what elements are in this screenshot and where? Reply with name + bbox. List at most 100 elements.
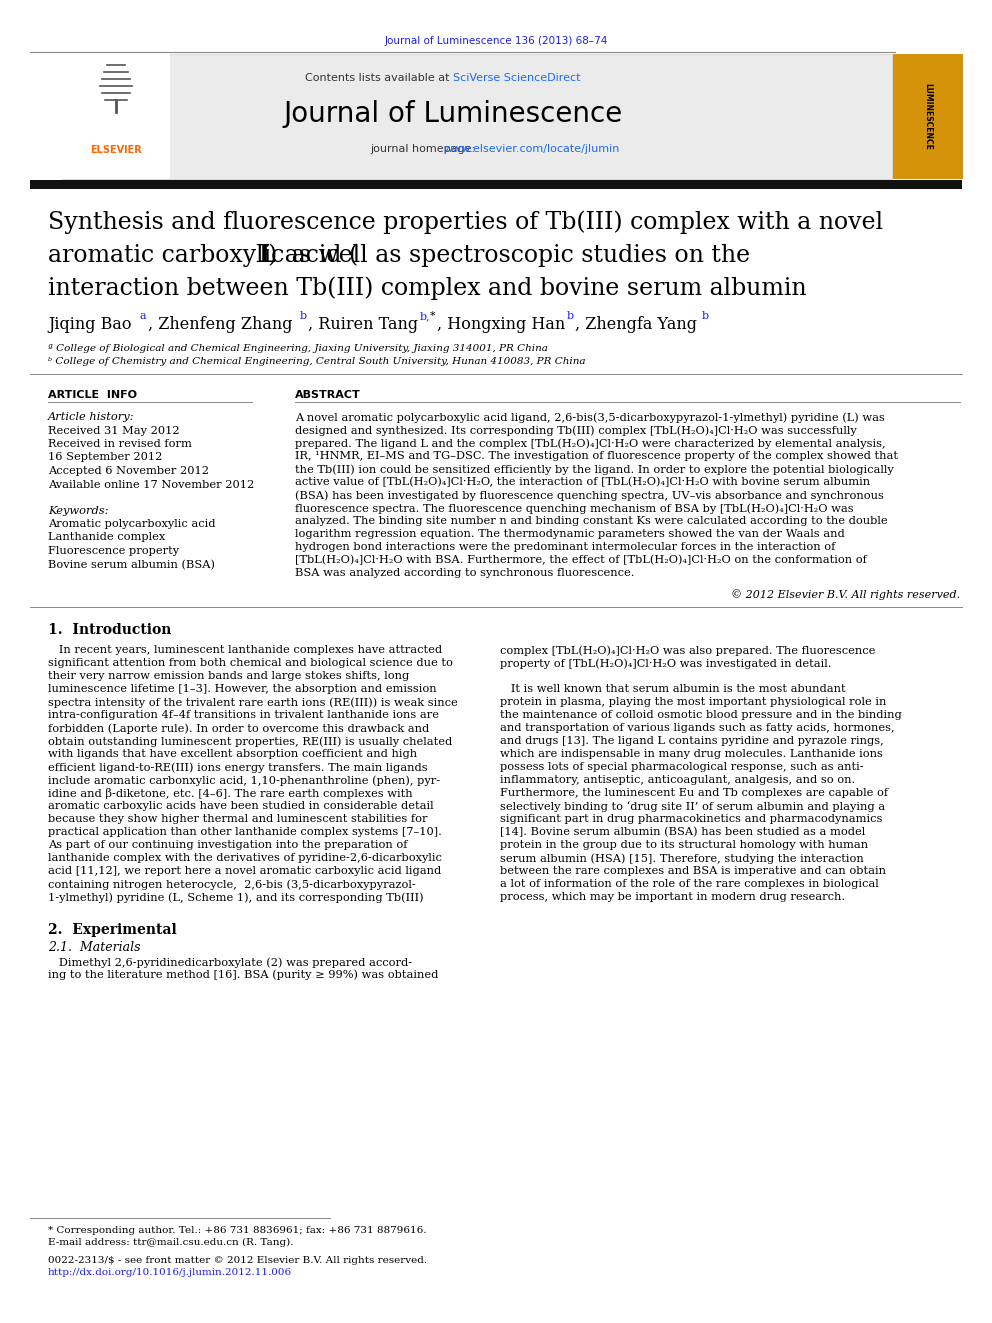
Text: logarithm regression equation. The thermodynamic parameters showed the van der W: logarithm regression equation. The therm…: [295, 529, 845, 538]
Text: Synthesis and fluorescence properties of Tb(III) complex with a novel: Synthesis and fluorescence properties of…: [48, 210, 883, 234]
Text: practical application than other lanthanide complex systems [7–10].: practical application than other lanthan…: [48, 827, 441, 837]
FancyBboxPatch shape: [62, 54, 892, 179]
FancyBboxPatch shape: [62, 54, 170, 179]
Text: active value of [TbL(H₂O)₄]Cl·H₂O, the interaction of [TbL(H₂O)₄]Cl·H₂O with bov: active value of [TbL(H₂O)₄]Cl·H₂O, the i…: [295, 478, 870, 487]
Text: lanthanide complex with the derivatives of pyridine-2,6-dicarboxylic: lanthanide complex with the derivatives …: [48, 853, 441, 863]
Text: In recent years, luminescent lanthanide complexes have attracted: In recent years, luminescent lanthanide …: [48, 646, 442, 655]
Text: journal homepage:: journal homepage:: [370, 144, 478, 153]
Text: © 2012 Elsevier B.V. All rights reserved.: © 2012 Elsevier B.V. All rights reserved…: [731, 589, 960, 599]
Text: , Hongxing Han: , Hongxing Han: [437, 316, 565, 333]
Text: b: b: [702, 311, 709, 321]
Text: , Zhenfeng Zhang: , Zhenfeng Zhang: [148, 316, 293, 333]
Text: inflammatory, antiseptic, anticoagulant, analgesis, and so on.: inflammatory, antiseptic, anticoagulant,…: [500, 775, 855, 785]
Text: hydrogen bond interactions were the predominant intermolecular forces in the int: hydrogen bond interactions were the pred…: [295, 542, 835, 552]
Text: , Ruiren Tang: , Ruiren Tang: [308, 316, 418, 333]
Text: Bovine serum albumin (BSA): Bovine serum albumin (BSA): [48, 560, 215, 570]
Text: [TbL(H₂O)₄]Cl·H₂O with BSA. Furthermore, the effect of [TbL(H₂O)₄]Cl·H₂O on the : [TbL(H₂O)₄]Cl·H₂O with BSA. Furthermore,…: [295, 556, 867, 565]
Text: SciVerse ScienceDirect: SciVerse ScienceDirect: [453, 73, 580, 83]
Text: Keywords:: Keywords:: [48, 505, 108, 516]
Text: intra-configuration 4f–4f transitions in trivalent lanthanide ions are: intra-configuration 4f–4f transitions in…: [48, 710, 439, 720]
Text: ELSEVIER: ELSEVIER: [90, 146, 142, 155]
Text: As part of our continuing investigation into the preparation of: As part of our continuing investigation …: [48, 840, 408, 849]
Text: Accepted 6 November 2012: Accepted 6 November 2012: [48, 466, 209, 476]
Text: Received 31 May 2012: Received 31 May 2012: [48, 426, 180, 435]
Text: their very narrow emission bands and large stokes shifts, long: their very narrow emission bands and lar…: [48, 671, 410, 681]
Text: process, which may be important in modern drug research.: process, which may be important in moder…: [500, 892, 845, 902]
Text: Jiqing Bao: Jiqing Bao: [48, 316, 132, 333]
Text: a: a: [140, 311, 147, 321]
Text: selectively binding to ‘drug site II’ of serum albumin and playing a: selectively binding to ‘drug site II’ of…: [500, 800, 885, 812]
Text: It is well known that serum albumin is the most abundant: It is well known that serum albumin is t…: [500, 684, 845, 695]
Text: Article history:: Article history:: [48, 411, 135, 422]
Text: forbidden (Laporte rule). In order to overcome this drawback and: forbidden (Laporte rule). In order to ov…: [48, 722, 430, 733]
Text: idine and β-diketone, etc. [4–6]. The rare earth complexes with: idine and β-diketone, etc. [4–6]. The ra…: [48, 789, 413, 799]
Text: ) as well as spectroscopic studies on the: ) as well as spectroscopic studies on th…: [268, 243, 750, 266]
Text: analyzed. The binding site number n and binding constant Ks were calculated acco: analyzed. The binding site number n and …: [295, 516, 888, 527]
Text: Journal of Luminescence 136 (2013) 68–74: Journal of Luminescence 136 (2013) 68–74: [384, 36, 608, 46]
Text: ª College of Biological and Chemical Engineering, Jiaxing University, Jiaxing 31: ª College of Biological and Chemical Eng…: [48, 344, 548, 353]
Text: b,: b,: [420, 311, 431, 321]
Text: serum albumin (HSA) [15]. Therefore, studying the interaction: serum albumin (HSA) [15]. Therefore, stu…: [500, 853, 864, 864]
Text: with ligands that have excellent absorption coefficient and high: with ligands that have excellent absorpt…: [48, 749, 417, 759]
FancyBboxPatch shape: [893, 54, 963, 179]
Text: include aromatic carbonxylic acid, 1,10-phenanthroline (phen), pyr-: include aromatic carbonxylic acid, 1,10-…: [48, 775, 440, 786]
Text: luminescence lifetime [1–3]. However, the absorption and emission: luminescence lifetime [1–3]. However, th…: [48, 684, 436, 695]
Text: [14]. Bovine serum albumin (BSA) has been studied as a model: [14]. Bovine serum albumin (BSA) has bee…: [500, 827, 865, 837]
Text: Dimethyl 2,6-pyridinedicarboxylate (2) was prepared accord-
ing to the literatur: Dimethyl 2,6-pyridinedicarboxylate (2) w…: [48, 957, 438, 980]
Text: 0022-2313/$ - see front matter © 2012 Elsevier B.V. All rights reserved.: 0022-2313/$ - see front matter © 2012 El…: [48, 1256, 428, 1265]
Text: designed and synthesized. Its corresponding Tb(III) complex [TbL(H₂O)₄]Cl·H₂O wa: designed and synthesized. Its correspond…: [295, 425, 857, 435]
Text: Contents lists available at: Contents lists available at: [305, 73, 453, 83]
Text: protein in plasma, playing the most important physiological role in: protein in plasma, playing the most impo…: [500, 697, 887, 706]
Text: the maintenance of colloid osmotic blood pressure and in the binding: the maintenance of colloid osmotic blood…: [500, 710, 902, 720]
Text: L: L: [259, 243, 275, 267]
Text: significant part in drug pharmacokinetics and pharmacodynamics: significant part in drug pharmacokinetic…: [500, 814, 882, 824]
Text: between the rare complexes and BSA is imperative and can obtain: between the rare complexes and BSA is im…: [500, 867, 886, 876]
Text: aromatic carboxylic acids have been studied in considerable detail: aromatic carboxylic acids have been stud…: [48, 800, 434, 811]
Text: Aromatic polycarboxylic acid: Aromatic polycarboxylic acid: [48, 519, 215, 529]
Text: because they show higher thermal and luminescent stabilities for: because they show higher thermal and lum…: [48, 814, 428, 824]
Text: b: b: [567, 311, 574, 321]
Text: 2.1.  Materials: 2.1. Materials: [48, 941, 141, 954]
Text: LUMINESCENCE: LUMINESCENCE: [924, 82, 932, 149]
Text: obtain outstanding luminescent properties, RE(III) is usually chelated: obtain outstanding luminescent propertie…: [48, 736, 452, 746]
Text: 1-ylmethyl) pyridine (L, Scheme 1), and its corresponding Tb(III): 1-ylmethyl) pyridine (L, Scheme 1), and …: [48, 892, 424, 902]
Text: and transportation of various ligands such as fatty acids, hormones,: and transportation of various ligands su…: [500, 722, 895, 733]
Text: www.elsevier.com/locate/jlumin: www.elsevier.com/locate/jlumin: [444, 144, 620, 153]
Text: IR, ¹HNMR, EI–MS and TG–DSC. The investigation of fluorescence property of the c: IR, ¹HNMR, EI–MS and TG–DSC. The investi…: [295, 451, 898, 460]
Text: containing nitrogen heterocycle,  2,6-bis (3,5-dicarboxypyrazol-: containing nitrogen heterocycle, 2,6-bis…: [48, 878, 416, 889]
Text: fluorescence spectra. The fluorescence quenching mechanism of BSA by [TbL(H₂O)₄]: fluorescence spectra. The fluorescence q…: [295, 503, 854, 513]
Text: protein in the group due to its structural homology with human: protein in the group due to its structur…: [500, 840, 868, 849]
Text: Fluorescence property: Fluorescence property: [48, 546, 180, 556]
Text: interaction between Tb(III) complex and bovine serum albumin: interaction between Tb(III) complex and …: [48, 277, 806, 299]
FancyBboxPatch shape: [30, 180, 962, 189]
Text: spectra intensity of the trivalent rare earth ions (RE(III)) is weak since: spectra intensity of the trivalent rare …: [48, 697, 457, 708]
Text: (BSA) has been investigated by fluorescence quenching spectra, UV–vis absorbance: (BSA) has been investigated by fluoresce…: [295, 490, 884, 500]
Text: Available online 17 November 2012: Available online 17 November 2012: [48, 479, 254, 490]
Text: aromatic carboxylic acid (: aromatic carboxylic acid (: [48, 243, 358, 266]
Text: the Tb(III) ion could be sensitized efficiently by the ligand. In order to explo: the Tb(III) ion could be sensitized effi…: [295, 464, 894, 475]
Text: 1.  Introduction: 1. Introduction: [48, 623, 172, 636]
Text: significant attention from both chemical and biological science due to: significant attention from both chemical…: [48, 658, 453, 668]
Text: ABSTRACT: ABSTRACT: [295, 390, 361, 400]
Text: and drugs [13]. The ligand L contains pyridine and pyrazole rings,: and drugs [13]. The ligand L contains py…: [500, 736, 884, 746]
Text: BSA was analyzed according to synchronous fluorescence.: BSA was analyzed according to synchronou…: [295, 568, 635, 578]
Text: possess lots of special pharmacological response, such as anti-: possess lots of special pharmacological …: [500, 762, 864, 773]
Text: prepared. The ligand L and the complex [TbL(H₂O)₄]Cl·H₂O were characterized by e: prepared. The ligand L and the complex […: [295, 438, 886, 448]
Text: b: b: [300, 311, 308, 321]
Text: efficient ligand-to-RE(III) ions energy transfers. The main ligands: efficient ligand-to-RE(III) ions energy …: [48, 762, 428, 773]
Text: Journal of Luminescence: Journal of Luminescence: [284, 101, 623, 128]
Text: complex [TbL(H₂O)₄]Cl·H₂O was also prepared. The fluorescence: complex [TbL(H₂O)₄]Cl·H₂O was also prepa…: [500, 646, 875, 656]
Text: http://dx.doi.org/10.1016/j.jlumin.2012.11.006: http://dx.doi.org/10.1016/j.jlumin.2012.…: [48, 1267, 292, 1277]
Text: ARTICLE  INFO: ARTICLE INFO: [48, 390, 137, 400]
Text: Lanthanide complex: Lanthanide complex: [48, 532, 166, 542]
Text: Received in revised form: Received in revised form: [48, 439, 191, 448]
Text: acid [11,12], we report here a novel aromatic carboxylic acid ligand: acid [11,12], we report here a novel aro…: [48, 867, 441, 876]
Text: * Corresponding author. Tel.: +86 731 8836961; fax: +86 731 8879616.: * Corresponding author. Tel.: +86 731 88…: [48, 1226, 427, 1234]
Text: A novel aromatic polycarboxylic acid ligand, 2,6-bis(3,5-dicarboxypyrazol-1-ylme: A novel aromatic polycarboxylic acid lig…: [295, 411, 885, 422]
Text: ᵇ College of Chemistry and Chemical Engineering, Central South University, Hunan: ᵇ College of Chemistry and Chemical Engi…: [48, 357, 585, 366]
Text: which are indispensable in many drug molecules. Lanthanide ions: which are indispensable in many drug mol…: [500, 749, 883, 759]
Text: property of [TbL(H₂O)₄]Cl·H₂O was investigated in detail.: property of [TbL(H₂O)₄]Cl·H₂O was invest…: [500, 658, 831, 668]
Text: Furthermore, the luminescent Eu and Tb complexes are capable of: Furthermore, the luminescent Eu and Tb c…: [500, 789, 888, 798]
Text: *: *: [430, 311, 435, 321]
Text: 2.  Experimental: 2. Experimental: [48, 923, 177, 937]
